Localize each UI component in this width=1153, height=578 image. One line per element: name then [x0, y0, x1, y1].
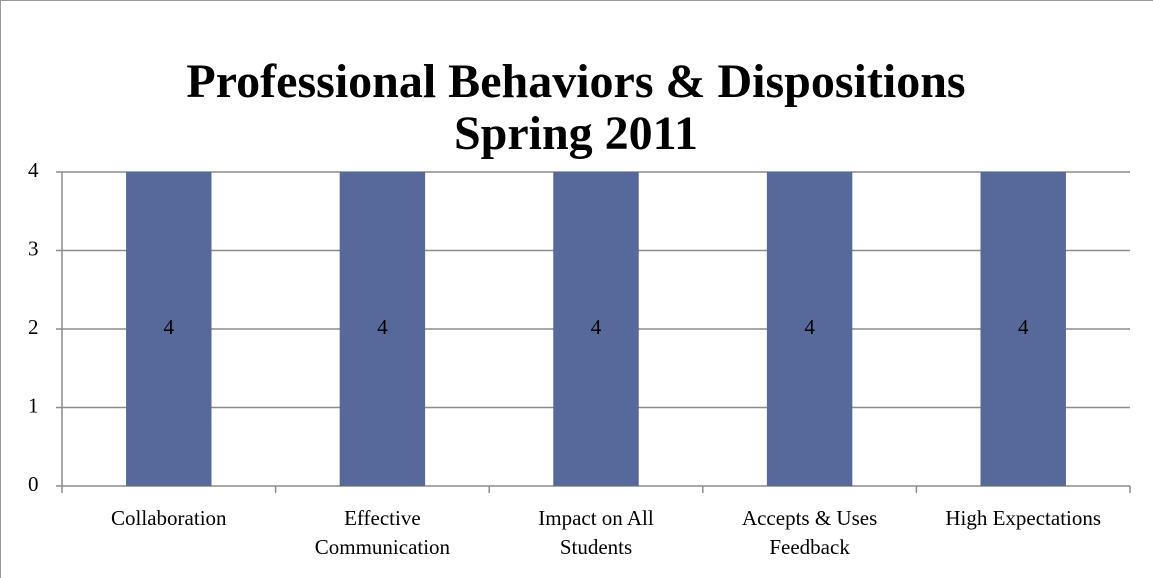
x-tick-label: High Expectations	[945, 506, 1101, 530]
y-tick-label: 3	[28, 236, 39, 260]
data-label: 4	[164, 315, 175, 339]
bar	[126, 172, 212, 486]
bar	[339, 172, 426, 486]
bar	[766, 172, 853, 486]
bar	[553, 172, 639, 486]
x-tick-label: Impact on All Students	[538, 506, 654, 559]
data-label: 4	[377, 315, 388, 339]
data-label: 4	[1018, 315, 1029, 339]
x-tick-label: Accepts & Uses Feedback	[742, 506, 877, 559]
data-label: 4	[591, 315, 602, 339]
y-tick-label: 2	[28, 315, 39, 339]
chart-subtitle: Spring 2011	[454, 107, 698, 160]
y-tick-label: 4	[28, 158, 39, 182]
data-label: 4	[804, 315, 815, 339]
y-tick-label: 0	[28, 472, 39, 496]
bar	[980, 172, 1066, 486]
y-tick-label: 1	[28, 393, 39, 417]
chart-title: Professional Behaviors & Dispositions	[186, 55, 965, 108]
x-tick-label: Effective Communication	[315, 506, 451, 559]
x-tick-label: Collaboration	[111, 506, 227, 530]
